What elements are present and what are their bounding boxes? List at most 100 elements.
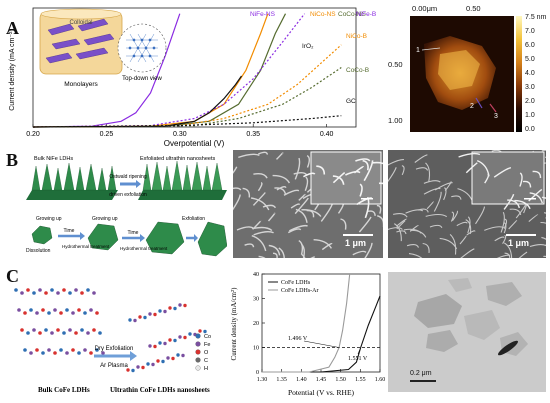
atom-sphere <box>92 291 96 295</box>
sem-flake <box>425 213 447 218</box>
hydro-label-1: Hydrothermal treatment <box>62 244 110 249</box>
atom-sphere <box>41 351 45 355</box>
atom-sphere <box>29 308 33 312</box>
sem-flake <box>396 218 407 227</box>
sem-flake <box>304 176 309 191</box>
bulk-cofe-label: Bulk CoFe LDHs <box>38 386 90 394</box>
atom-sphere <box>59 311 63 315</box>
atom-sphere <box>178 335 182 339</box>
sem-flake <box>493 167 512 178</box>
sem-flake <box>233 166 238 174</box>
sem-left-texture <box>233 150 383 258</box>
legend-atom-label: O <box>204 350 209 356</box>
sem-flake <box>258 151 269 155</box>
sem-flake <box>362 159 369 171</box>
sem-flake <box>340 218 347 230</box>
atom-sphere <box>163 341 167 346</box>
chart-a-series-label: NiFe-B <box>356 11 376 18</box>
atom-sphere <box>203 329 207 334</box>
sem-flake <box>278 247 285 258</box>
ar-plasma-label: Ar Plasma <box>100 363 128 369</box>
chart-a-series-line <box>32 115 342 128</box>
sem-flake <box>423 180 441 184</box>
atom-sphere <box>41 308 45 312</box>
sem-flake <box>257 182 263 192</box>
sem-flake <box>529 244 546 248</box>
atom-sphere <box>136 365 140 369</box>
exfoliation-label: Exfoliation <box>182 216 205 222</box>
atom-sphere <box>161 359 165 364</box>
sem-flake <box>433 191 442 212</box>
sem-flake <box>250 197 270 211</box>
chart-c-ytick-label: 20 <box>253 321 259 327</box>
tem-texture <box>388 272 546 392</box>
atom-sphere <box>128 318 132 322</box>
atom-sphere <box>35 311 39 315</box>
afm-x-mid: 0.50 <box>466 4 481 13</box>
atom-sphere <box>80 291 84 295</box>
atom-sphere <box>153 344 157 349</box>
sem-flake <box>378 182 383 185</box>
chart-a-series-label: IrO₂ <box>302 43 314 50</box>
sem-right-texture <box>388 150 546 258</box>
sem-flake <box>332 175 345 185</box>
sem-flake <box>313 239 333 249</box>
sem-flake <box>528 214 539 223</box>
panel-label-b: B <box>6 150 19 170</box>
growing-up-1: Growing up <box>36 216 62 222</box>
top-down-label: Top-down view <box>122 76 162 82</box>
sem-flake <box>372 161 383 165</box>
atom-sphere <box>71 311 75 315</box>
legend-atom-icon <box>195 357 201 363</box>
sem-flake <box>451 195 462 200</box>
sem-flake <box>543 255 546 258</box>
atom-sphere <box>38 288 42 292</box>
sem-flake <box>238 153 260 159</box>
chart-c-xtick-label: 1.55 <box>355 377 366 383</box>
sem-flake <box>475 206 486 225</box>
atom-sphere <box>163 309 167 314</box>
sem-flake <box>423 187 441 195</box>
afm-colorbar-tick: 7.0 <box>525 28 535 35</box>
afm-colorbar-tick: 4.0 <box>525 70 535 77</box>
sem-flake <box>393 223 402 242</box>
chart-c-xtick-label: 1.60 <box>375 377 386 383</box>
sem-flake <box>267 212 276 222</box>
sem-flake <box>242 187 251 198</box>
chart-a-xtick-label: 0.35 <box>246 131 260 138</box>
sem-flake <box>332 171 346 184</box>
sem-flake <box>366 210 376 216</box>
lattice-icon <box>126 33 158 63</box>
time-label-1: Time <box>64 228 75 234</box>
sem-flake <box>540 221 546 224</box>
atom-sphere <box>126 368 130 372</box>
sem-flake <box>276 185 287 191</box>
atom-sphere <box>83 348 87 352</box>
atom-sphere <box>74 288 78 292</box>
atom-sphere <box>74 331 78 335</box>
sem-flake <box>272 252 278 258</box>
exfoliated-forest <box>138 160 227 200</box>
sem-flake <box>236 226 254 231</box>
chart-a-series-label: NiCo-B <box>346 33 367 40</box>
sem-flake <box>251 226 273 232</box>
atom-sphere <box>83 311 87 315</box>
atom-sphere <box>53 351 57 355</box>
sem-flake <box>426 201 434 210</box>
sem-flake <box>388 227 403 231</box>
atom-sphere <box>146 362 150 366</box>
sem-flake <box>443 187 447 201</box>
sem-flake <box>541 150 546 152</box>
sem-flake <box>377 215 383 227</box>
atom-sphere <box>178 303 182 307</box>
sem-flake <box>359 183 363 197</box>
atom-sphere <box>92 328 96 332</box>
afm-colorbar-tick: 0.0 <box>525 126 535 133</box>
afm-colorbar-tick: 6.0 <box>525 42 535 49</box>
chart-c-xtick-label: 1.30 <box>257 377 268 383</box>
sem-flake <box>274 187 287 195</box>
atom-sphere <box>176 353 180 357</box>
sem-flake <box>310 256 315 258</box>
atom-sphere <box>101 351 105 355</box>
atom-sphere <box>89 351 93 355</box>
